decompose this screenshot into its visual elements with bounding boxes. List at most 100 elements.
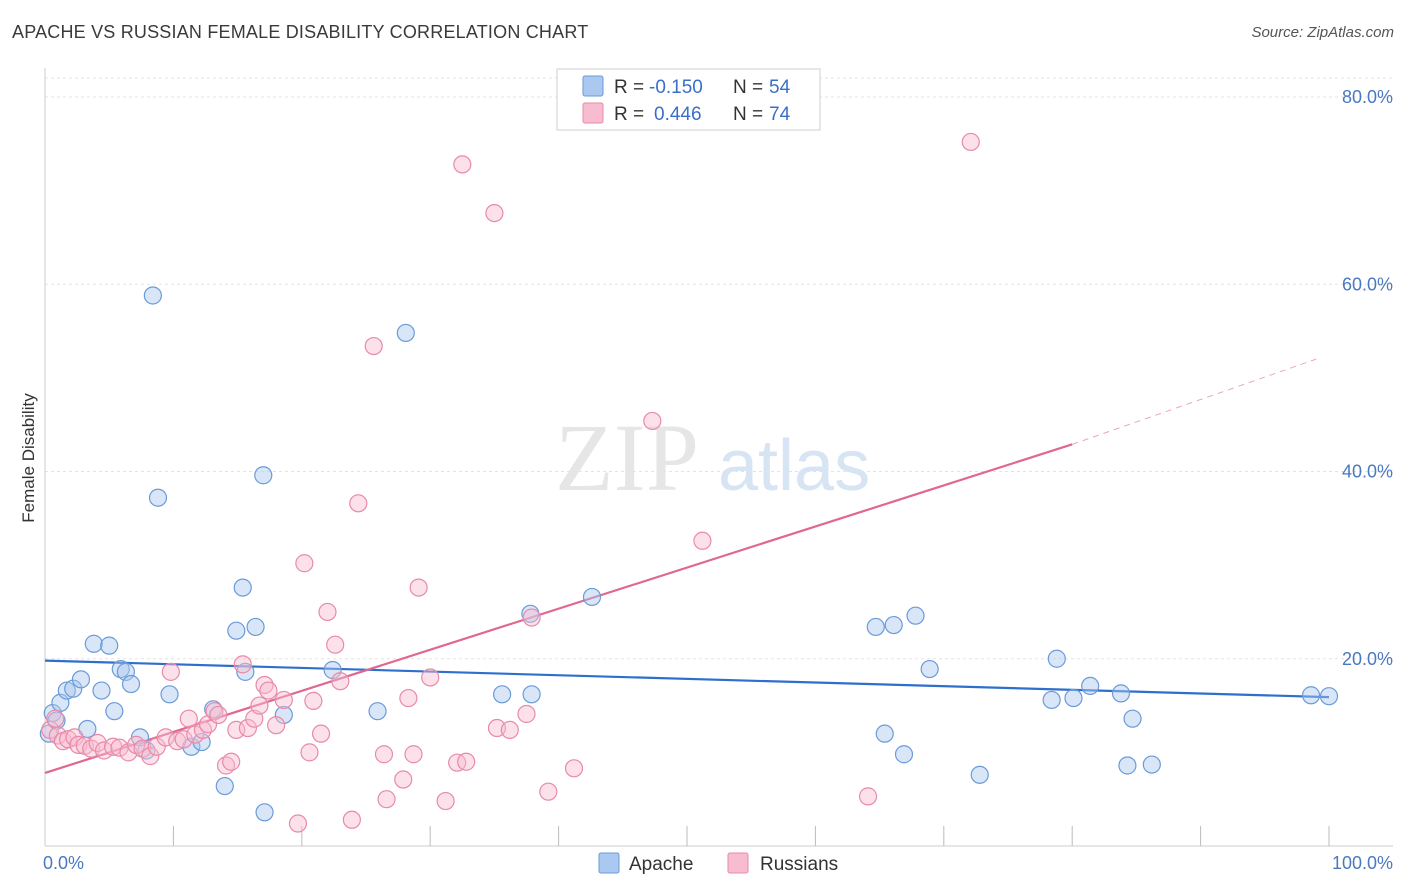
russians-point: [156, 728, 175, 747]
russians-point: [300, 743, 319, 762]
apache-point: [1118, 756, 1137, 775]
russians-point: [198, 715, 218, 734]
apache-point: [274, 705, 293, 725]
apache-point: [143, 286, 162, 305]
russians-point: [539, 782, 558, 801]
watermark-zip: ZIP: [555, 404, 699, 511]
legend-n-value-russians: 74: [769, 104, 791, 125]
apache-point: [1319, 687, 1339, 706]
russians-point: [436, 791, 455, 811]
russians-point: [133, 739, 152, 758]
apache-point: [254, 466, 273, 485]
russians-point: [331, 672, 350, 691]
russians-point: [377, 790, 396, 809]
russians-point: [179, 709, 198, 728]
russians-point: [259, 681, 278, 700]
apache-point: [92, 681, 111, 700]
watermark-atlas: atlas: [718, 426, 870, 506]
apache-point: [368, 702, 387, 721]
legend-r-value-russians: 0.446: [654, 104, 702, 125]
russians-point: [342, 810, 361, 829]
apache-point: [227, 621, 246, 640]
chart-source: Source: ZipAtlas.com: [1251, 24, 1394, 41]
russians-point: [858, 787, 878, 806]
apache-point: [875, 724, 894, 743]
apache-point: [1123, 709, 1142, 728]
trendlines: [44, 358, 1330, 775]
apache-point: [111, 659, 130, 679]
apache-point: [84, 634, 103, 653]
russians-point: [399, 688, 418, 708]
russians-point: [421, 668, 440, 687]
x-tick-label: 0.0%: [43, 853, 84, 873]
apache-point: [57, 681, 76, 700]
russians-point: [364, 336, 383, 356]
y-axis-label: Female Disability: [19, 393, 38, 523]
legend-r-label-russians: R =: [614, 104, 644, 125]
russians-point: [517, 704, 536, 724]
apache-point: [1081, 676, 1100, 696]
russians-point: [46, 709, 65, 728]
apache-point: [105, 702, 124, 721]
x-tick-label: 100.0%: [1332, 853, 1393, 873]
apache-point: [160, 685, 179, 704]
legend-swatch-russians: [582, 102, 604, 124]
apache-point: [906, 606, 925, 625]
russians-point: [227, 720, 246, 740]
apache-point: [255, 803, 274, 822]
russians-point: [233, 655, 252, 674]
apache-point: [582, 587, 602, 607]
russians-point: [394, 770, 413, 789]
gridlines: [45, 77, 1393, 660]
russians-point: [326, 635, 345, 654]
bottom-legend-swatch-apache: [598, 852, 620, 874]
apache-point: [1142, 755, 1161, 774]
bottom-legend-label-russians: Russians: [760, 854, 838, 875]
apache-point: [246, 617, 265, 637]
legend-r-value-apache: -0.150: [649, 77, 703, 98]
y-tick-label: 60.0%: [1342, 274, 1393, 294]
apache-point: [1047, 649, 1066, 668]
russians-point: [88, 733, 107, 753]
russians-point: [522, 608, 541, 627]
russians-point: [250, 696, 269, 715]
russians-point: [222, 752, 241, 771]
apache-point: [884, 615, 903, 635]
russians-point: [404, 745, 423, 764]
x-tick-labels: 0.0% 100.0%: [43, 853, 1393, 873]
data-points: [39, 132, 1339, 833]
chart-title: APACHE VS RUSSIAN FEMALE DISABILITY CORR…: [12, 22, 589, 42]
russians-point: [295, 554, 314, 573]
russians-point: [453, 155, 472, 174]
russians-point: [193, 720, 213, 740]
apache-point: [522, 685, 541, 704]
russians-point: [59, 730, 78, 749]
apache-point: [396, 323, 415, 343]
bottom-legend-swatch-russians: [727, 852, 749, 874]
russians-point: [318, 602, 337, 622]
russians-point: [168, 732, 187, 751]
apache-point: [215, 776, 234, 796]
russians-point: [141, 747, 160, 766]
bottom-legend-label-apache: Apache: [629, 854, 693, 875]
apache-point: [1301, 686, 1321, 705]
russians-point: [274, 690, 293, 710]
correlation-legend: R = -0.150 N = 54 R = 0.446 N = 74: [556, 68, 821, 131]
y-tick-label: 40.0%: [1342, 462, 1393, 482]
apache-point: [236, 662, 255, 681]
russians-point: [409, 578, 428, 597]
russians-point: [485, 203, 504, 223]
y-tick-labels: 20.0% 40.0% 60.0% 80.0%: [1342, 87, 1393, 669]
russians-point: [564, 759, 584, 778]
apache-point: [1064, 688, 1083, 708]
russians-point: [693, 531, 712, 550]
legend-swatch-apache: [582, 75, 604, 97]
apache-trendline: [44, 659, 1330, 699]
apache-point: [1111, 684, 1131, 703]
russians-point: [209, 705, 228, 725]
russians-point: [457, 752, 476, 771]
russians-point: [349, 494, 368, 513]
russians-point: [174, 730, 193, 749]
russians-trendline: [44, 443, 1073, 775]
